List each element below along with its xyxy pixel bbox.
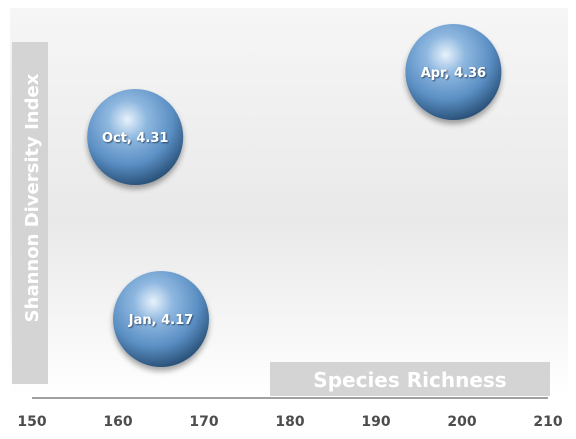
bubble <box>87 89 184 185</box>
x-tick-label: 150 <box>17 414 46 430</box>
bubble-point: Jan, 4.17 <box>113 271 209 367</box>
y-axis-title: Shannon Diversity Index <box>22 73 43 322</box>
x-tick-label: 200 <box>447 414 476 430</box>
bubble-data-label: Apr, 4.36 <box>421 66 486 81</box>
bubble <box>113 271 209 367</box>
x-axis-title-bg <box>270 362 550 396</box>
bubble-series: Oct, 4.31 Apr, 4.36 Jan, 4.17 <box>87 24 502 367</box>
x-tick-label: 170 <box>189 414 218 430</box>
x-tick-label: 160 <box>103 414 132 430</box>
bubble <box>405 24 502 120</box>
bubble-point: Oct, 4.31 <box>87 89 184 185</box>
bubble-data-label: Jan, 4.17 <box>128 313 193 328</box>
x-tick-label: 210 <box>533 414 562 430</box>
x-tick-label: 190 <box>361 414 390 430</box>
x-axis-title: Species Richness <box>313 368 506 392</box>
y-axis-title-bg <box>12 42 48 384</box>
bubble-point: Apr, 4.36 <box>405 24 502 120</box>
x-tick-label: 180 <box>275 414 304 430</box>
x-tick-labels: 150 160 170 180 190 200 210 <box>17 414 562 430</box>
bubble-data-label: Oct, 4.31 <box>102 131 169 146</box>
